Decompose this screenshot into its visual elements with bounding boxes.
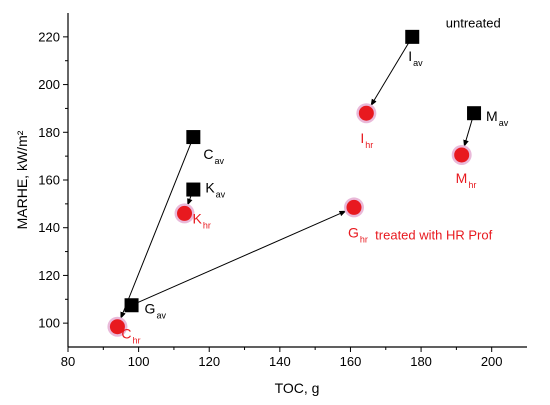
y-tick-label: 200	[38, 77, 60, 92]
markers	[107, 29, 482, 337]
arrow	[370, 42, 410, 107]
point-label: Iav	[408, 48, 423, 68]
y-tick-label: 100	[38, 316, 60, 331]
y-tick-label: 160	[38, 173, 60, 188]
x-tick-label: 200	[481, 354, 503, 369]
point-label: Chr	[121, 326, 140, 346]
y-tick-label: 220	[38, 29, 60, 44]
arrow	[120, 143, 192, 320]
x-tick-label: 140	[269, 354, 291, 369]
arrow	[137, 210, 347, 303]
data-point-untreated	[405, 29, 420, 44]
data-point-treated	[358, 105, 374, 121]
point-label: Kav	[205, 180, 225, 200]
arrows	[120, 42, 473, 320]
data-point-treated	[109, 319, 125, 335]
arrow	[187, 195, 193, 206]
point-labels: Cav Kav Gav Iav Mav Chr Khr Ghr Ihr Mhr untreated t…	[121, 15, 508, 345]
data-point-treated	[346, 199, 362, 215]
point-label: Gav	[145, 300, 167, 320]
data-point-untreated	[186, 130, 201, 145]
point-label: Khr	[193, 210, 211, 230]
annotation-untreated: untreated	[446, 15, 501, 30]
point-label: Mav	[486, 108, 509, 128]
x-tick-label: 80	[61, 354, 75, 369]
arrow	[463, 119, 473, 147]
y-tick-label: 180	[38, 125, 60, 140]
point-label: Ihr	[360, 130, 373, 150]
x-axis-title: TOC, g	[275, 380, 320, 396]
data-point-untreated	[467, 106, 482, 121]
point-label: Mhr	[456, 170, 477, 190]
y-tick-label: 140	[38, 220, 60, 235]
data-point-untreated	[186, 182, 201, 197]
x-tick-label: 100	[128, 354, 150, 369]
axes: 80 100 120 140 160 180 200 100 120 140 160 180 200 22…	[38, 13, 527, 369]
point-label: Cav	[203, 146, 224, 166]
data-point-untreated	[124, 298, 139, 313]
data-point-treated	[454, 147, 470, 163]
y-tick-label: 120	[38, 268, 60, 283]
annotation-treated: treated with HR Prof	[375, 228, 492, 243]
point-label: Ghr	[348, 224, 368, 244]
data-point-treated	[177, 205, 193, 221]
x-tick-label: 120	[198, 354, 220, 369]
y-axis-title: MARHE, kW/m²	[14, 130, 30, 229]
x-tick-label: 160	[340, 354, 362, 369]
x-tick-label: 180	[410, 354, 432, 369]
